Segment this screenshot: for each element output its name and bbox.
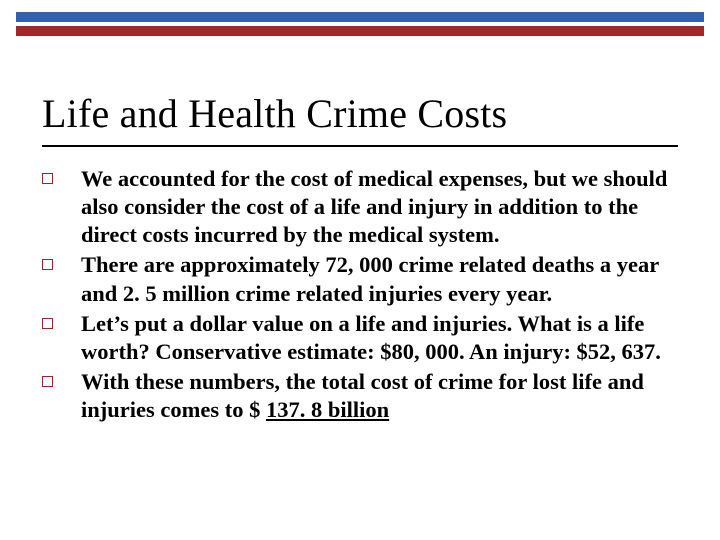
list-item: With these numbers, the total cost of cr… — [42, 368, 678, 424]
square-bullet-icon — [42, 259, 53, 270]
bullet-text: There are approximately 72, 000 crime re… — [81, 251, 678, 307]
bullet-text: With these numbers, the total cost of cr… — [81, 368, 678, 424]
list-item: There are approximately 72, 000 crime re… — [42, 251, 678, 307]
bullet-text: Let’s put a dollar value on a life and i… — [81, 310, 678, 366]
bullet-text-underlined: 137. 8 billion — [266, 397, 389, 422]
square-bullet-icon — [42, 318, 53, 329]
title-underline — [42, 145, 678, 147]
list-item: We accounted for the cost of medical exp… — [42, 165, 678, 249]
list-item: Let’s put a dollar value on a life and i… — [42, 310, 678, 366]
bullet-text: We accounted for the cost of medical exp… — [81, 165, 678, 249]
bullet-list: We accounted for the cost of medical exp… — [42, 165, 678, 426]
decorative-bars — [16, 12, 704, 40]
bar-blue — [16, 12, 704, 22]
slide: Life and Health Crime Costs We accounted… — [0, 0, 720, 540]
square-bullet-icon — [42, 173, 53, 184]
square-bullet-icon — [42, 376, 53, 387]
bar-red — [16, 26, 704, 36]
slide-title: Life and Health Crime Costs — [42, 90, 507, 137]
